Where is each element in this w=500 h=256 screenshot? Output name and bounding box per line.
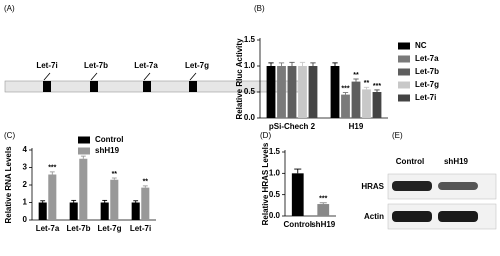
gene-label: Let-7b <box>84 61 108 70</box>
bar <box>79 158 88 220</box>
legend-label: Let-7b <box>415 67 439 76</box>
gene-label: Let-7g <box>185 61 209 70</box>
band <box>438 211 478 222</box>
legend-swatch <box>78 136 90 144</box>
y-tick-label: 1.0 <box>244 61 256 70</box>
bar <box>351 81 361 118</box>
bar <box>266 66 276 118</box>
site <box>189 81 197 92</box>
bar <box>100 202 109 220</box>
y-tick-label: 0 <box>23 215 28 224</box>
pointer <box>189 72 197 81</box>
pointer <box>143 72 151 81</box>
significance: ** <box>143 179 149 186</box>
bar <box>291 173 304 216</box>
bar <box>362 89 371 118</box>
lane-label: Control <box>396 157 424 166</box>
legend-label: Let-7i <box>415 93 436 102</box>
x-tick-label: Control <box>284 220 312 229</box>
y-tick-label: 0.0 <box>244 113 256 122</box>
x-tick-label: pSi-Chech 2 <box>269 122 316 131</box>
legend-label: NC <box>415 41 427 50</box>
x-tick-label: H19 <box>349 122 364 131</box>
row-label: HRAS <box>361 182 384 191</box>
bar <box>341 94 350 118</box>
panel-label: (D) <box>260 131 271 140</box>
significance: *** <box>373 83 381 90</box>
panel-label: (C) <box>4 131 15 140</box>
y-tick-label: 1.5 <box>269 147 281 156</box>
legend-swatch <box>398 42 410 50</box>
legend-label: shH19 <box>95 146 120 155</box>
y-tick-label: 2 <box>23 180 28 189</box>
bar <box>372 92 382 118</box>
y-tick-label: 4 <box>23 145 28 154</box>
significance: ** <box>364 80 370 87</box>
significance: *** <box>341 85 349 92</box>
y-axis-label: Relative Rluc Activity <box>235 38 244 120</box>
gene-label: Let-7i <box>36 61 57 70</box>
bar <box>141 187 150 220</box>
significance: *** <box>319 196 327 203</box>
site <box>43 81 51 92</box>
band <box>438 182 478 190</box>
legend-label: Control <box>95 135 123 144</box>
legend-swatch <box>398 68 410 76</box>
legend-swatch <box>398 55 410 63</box>
lane-label: shH19 <box>444 157 469 166</box>
site <box>90 81 98 92</box>
bar <box>110 179 119 220</box>
y-tick-label: 0.0 <box>269 211 281 220</box>
significance: *** <box>48 165 56 172</box>
bar <box>317 204 330 216</box>
y-tick-label: 3 <box>23 163 28 172</box>
panel-label: (B) <box>254 4 265 13</box>
legend-swatch <box>78 147 90 155</box>
y-tick-label: 1 <box>23 198 28 207</box>
y-tick-label: 1.5 <box>244 35 256 44</box>
legend-label: Let-7a <box>415 54 439 63</box>
row-label: Actin <box>364 212 384 221</box>
significance: ** <box>353 72 359 79</box>
x-tick-label: shH19 <box>311 220 336 229</box>
pointer <box>43 72 51 81</box>
y-axis-label: Relative HRAS Levels <box>261 142 270 225</box>
bar <box>38 202 47 220</box>
y-tick-label: 0.5 <box>244 87 256 96</box>
x-tick-label: Let-7i <box>130 224 151 233</box>
bar <box>277 66 286 118</box>
legend-swatch <box>398 81 410 89</box>
y-tick-label: 0.5 <box>269 190 281 199</box>
bar <box>48 174 57 220</box>
site <box>143 81 151 92</box>
legend-label: Let-7g <box>415 80 439 89</box>
pointer <box>90 72 98 81</box>
bar <box>287 66 297 118</box>
bar <box>308 66 318 118</box>
y-axis-label: Relative RNA Levels <box>4 146 13 224</box>
x-tick-label: Let-7b <box>67 224 91 233</box>
band <box>392 211 432 222</box>
panel-label: (A) <box>4 4 15 13</box>
gene-label: Let-7a <box>134 61 158 70</box>
bar <box>298 66 307 118</box>
panel-label: (E) <box>392 131 403 140</box>
x-tick-label: Let-7a <box>36 224 60 233</box>
band <box>392 181 432 191</box>
bar <box>330 66 340 118</box>
y-tick-label: 1.0 <box>269 168 281 177</box>
bar <box>69 202 78 220</box>
significance: ** <box>112 171 118 178</box>
legend-swatch <box>398 94 410 102</box>
bar <box>131 202 140 220</box>
x-tick-label: Let-7g <box>98 224 122 233</box>
